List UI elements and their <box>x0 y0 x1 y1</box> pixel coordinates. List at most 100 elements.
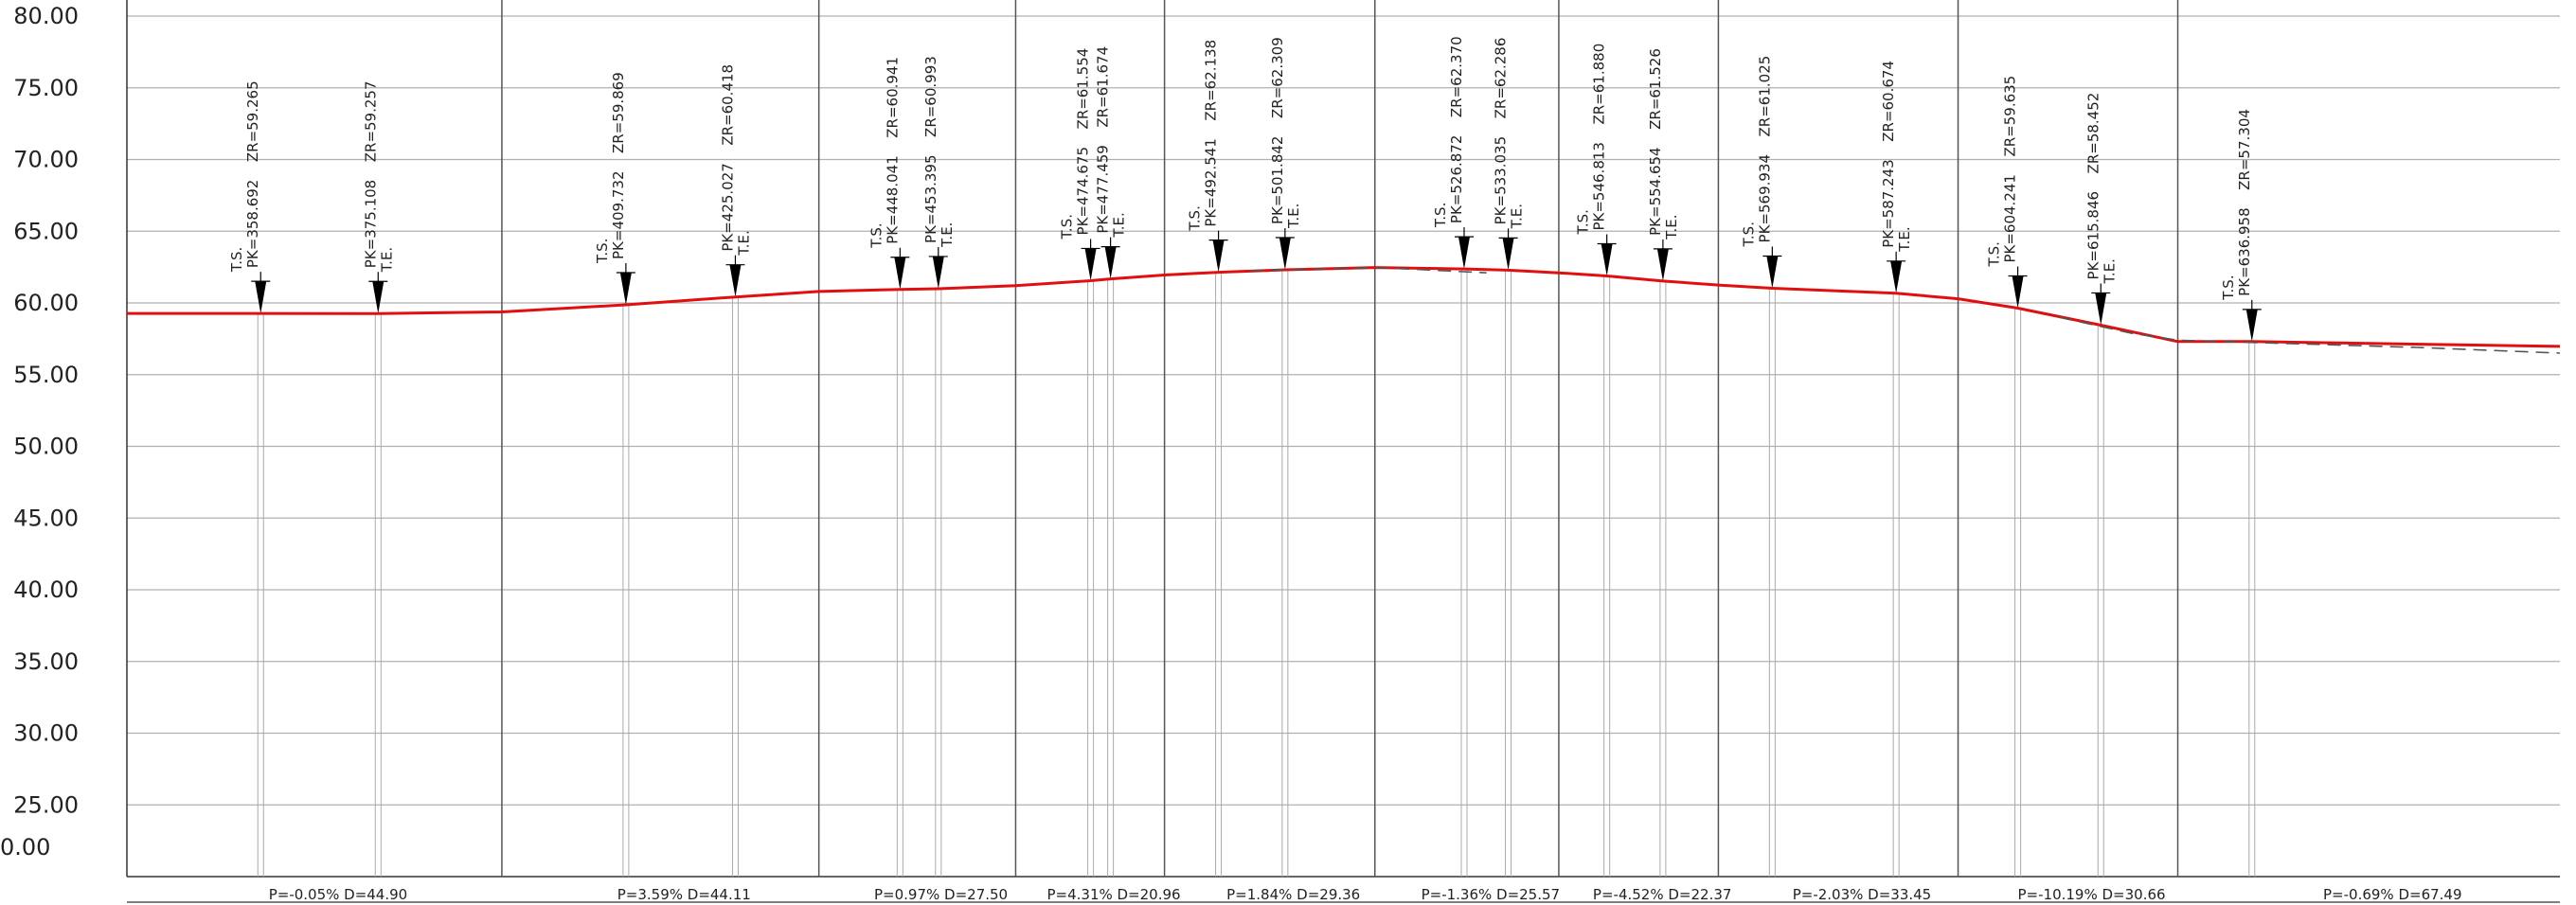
grade-label: P=0.97% D=27.50 <box>874 886 1008 903</box>
y-tick-label: 25.00 <box>13 791 79 818</box>
station-label: PK=474.675 ZR=61.554 T.S. <box>1059 48 1092 240</box>
station-zr: ZR=60.674 <box>1880 61 1897 142</box>
station-marker <box>1212 240 1225 273</box>
station-zr: ZR=61.025 <box>1756 56 1773 137</box>
station-zr: ZR=60.941 <box>884 57 901 138</box>
station-note: T.S. <box>868 222 885 248</box>
station-pk: PK=636.958 <box>2236 207 2253 295</box>
station-zr: ZR=61.880 <box>1591 44 1608 125</box>
station-zr: ZR=60.418 <box>719 64 736 146</box>
station-pk: PK=604.241 <box>2002 174 2019 262</box>
station-note: T.S. <box>1059 214 1076 240</box>
station-note: T.E. <box>378 247 395 273</box>
station-label: PK=636.958 ZR=57.304 T.S. <box>2220 109 2253 301</box>
station-marker <box>1502 238 1514 271</box>
station-zr: ZR=60.993 <box>922 56 939 137</box>
station-zr: ZR=58.452 <box>2084 93 2102 174</box>
station-pk: PK=587.243 <box>1880 159 1897 247</box>
station-label: PK=554.654 ZR=61.526 T.E. <box>1647 48 1680 240</box>
y-tick-label: 30.00 <box>13 720 79 747</box>
station-label: PK=358.692 ZR=59.265 T.S. <box>228 80 261 273</box>
y-tick-label: 40.00 <box>13 577 79 603</box>
station-note: T.E. <box>735 230 752 256</box>
station-marker <box>1766 256 1779 289</box>
station-label: PK=477.459 ZR=61.674 T.E. <box>1095 46 1128 239</box>
station-marker <box>372 281 385 314</box>
station-note: T.S. <box>1740 222 1757 247</box>
station-pk: PK=375.108 <box>362 180 379 268</box>
station-zr: ZR=57.304 <box>2236 109 2253 190</box>
station-pk: PK=554.654 <box>1647 147 1664 235</box>
profile-line <box>127 266 2561 348</box>
station-pk: PK=358.692 <box>244 180 261 268</box>
station-pk: PK=409.732 <box>610 171 627 259</box>
station-pk: PK=425.027 <box>719 163 736 251</box>
station-label: PK=615.846 ZR=58.452 T.E. <box>2084 93 2118 285</box>
station-zr: ZR=62.286 <box>1493 38 1510 119</box>
station-note: T.S. <box>1986 241 2003 267</box>
station-label: PK=409.732 ZR=59.869 T.S. <box>594 72 627 264</box>
station-note: T.E. <box>1285 204 1302 229</box>
station-zr: ZR=59.635 <box>2002 76 2019 157</box>
station-zr: ZR=61.526 <box>1647 48 1664 130</box>
station-marker <box>2245 309 2258 342</box>
station-marker <box>729 264 742 297</box>
station-marker <box>255 281 267 314</box>
station-pk: PK=448.041 <box>884 155 901 243</box>
station-marker <box>2095 293 2107 326</box>
grade-label: P=-0.69% D=67.49 <box>2323 886 2462 903</box>
station-pk: PK=533.035 <box>1493 136 1510 224</box>
station-pk: PK=501.842 <box>1269 136 1286 224</box>
station-marker <box>2012 275 2024 309</box>
station-label: PK=526.872 ZR=62.370 T.S. <box>1432 36 1465 228</box>
y-tick-label: 60.00 <box>13 290 79 316</box>
station-note: T.S. <box>1432 203 1449 228</box>
station-pk: PK=453.395 <box>922 154 939 242</box>
station-pk: PK=492.541 <box>1203 138 1220 226</box>
y-tick-label: 45.00 <box>13 505 79 531</box>
grade-label: P=-1.36% D=25.57 <box>1422 886 1561 903</box>
y-tick-label: 75.00 <box>13 75 79 101</box>
station-zr: ZR=59.257 <box>362 80 379 162</box>
station-note: T.S. <box>2220 275 2237 300</box>
y-tick-label: 55.00 <box>13 362 79 388</box>
station-label: PK=425.027 ZR=60.418 T.E. <box>719 64 752 257</box>
y-tick-label: 65.00 <box>13 218 79 244</box>
station-pk: PK=546.813 <box>1591 142 1608 230</box>
station-note: T.E. <box>939 222 956 248</box>
station-marker <box>1601 243 1613 276</box>
station-zr: ZR=62.138 <box>1203 40 1220 121</box>
station-zr: ZR=62.309 <box>1269 37 1286 118</box>
profile-line <box>1250 266 2561 354</box>
grade-label: P=-10.19% D=30.66 <box>2018 886 2166 903</box>
grade-label: P=-2.03% D=33.45 <box>1793 886 1932 903</box>
station-note: T.E. <box>1509 204 1526 229</box>
station-label: PK=375.108 ZR=59.257 T.E. <box>362 80 395 273</box>
station-label: PK=569.934 ZR=61.025 T.S. <box>1740 56 1773 248</box>
y-tick-label: 0.00 <box>0 834 50 861</box>
station-marker <box>1084 248 1097 281</box>
station-zr: ZR=62.370 <box>1448 36 1465 117</box>
station-zr: ZR=61.674 <box>1095 46 1112 128</box>
station-label: PK=448.041 ZR=60.941 T.S. <box>868 57 901 249</box>
station-note: T.S. <box>228 247 245 273</box>
station-label: PK=453.395 ZR=60.993 T.E. <box>922 56 956 248</box>
station-label: PK=546.813 ZR=61.880 T.S. <box>1575 44 1608 236</box>
station-label: PK=587.243 ZR=60.674 T.E. <box>1880 61 1913 253</box>
station-label: PK=501.842 ZR=62.309 T.E. <box>1269 37 1302 229</box>
grade-label: P=3.59% D=44.11 <box>617 886 751 903</box>
station-marker <box>1458 237 1470 270</box>
station-marker <box>1656 248 1669 281</box>
station-pk: PK=526.872 <box>1448 135 1465 223</box>
y-tick-label: 35.00 <box>13 648 79 675</box>
y-tick-label: 70.00 <box>13 147 79 173</box>
station-label: PK=604.241 ZR=59.635 T.S. <box>1986 76 2019 268</box>
station-pk: PK=569.934 <box>1756 154 1773 242</box>
station-label: PK=492.541 ZR=62.138 T.S. <box>1187 40 1220 232</box>
station-zr: ZR=59.869 <box>610 72 627 153</box>
y-tick-label: 80.00 <box>13 3 79 29</box>
station-note: T.E. <box>1111 212 1128 238</box>
station-marker <box>932 256 944 289</box>
